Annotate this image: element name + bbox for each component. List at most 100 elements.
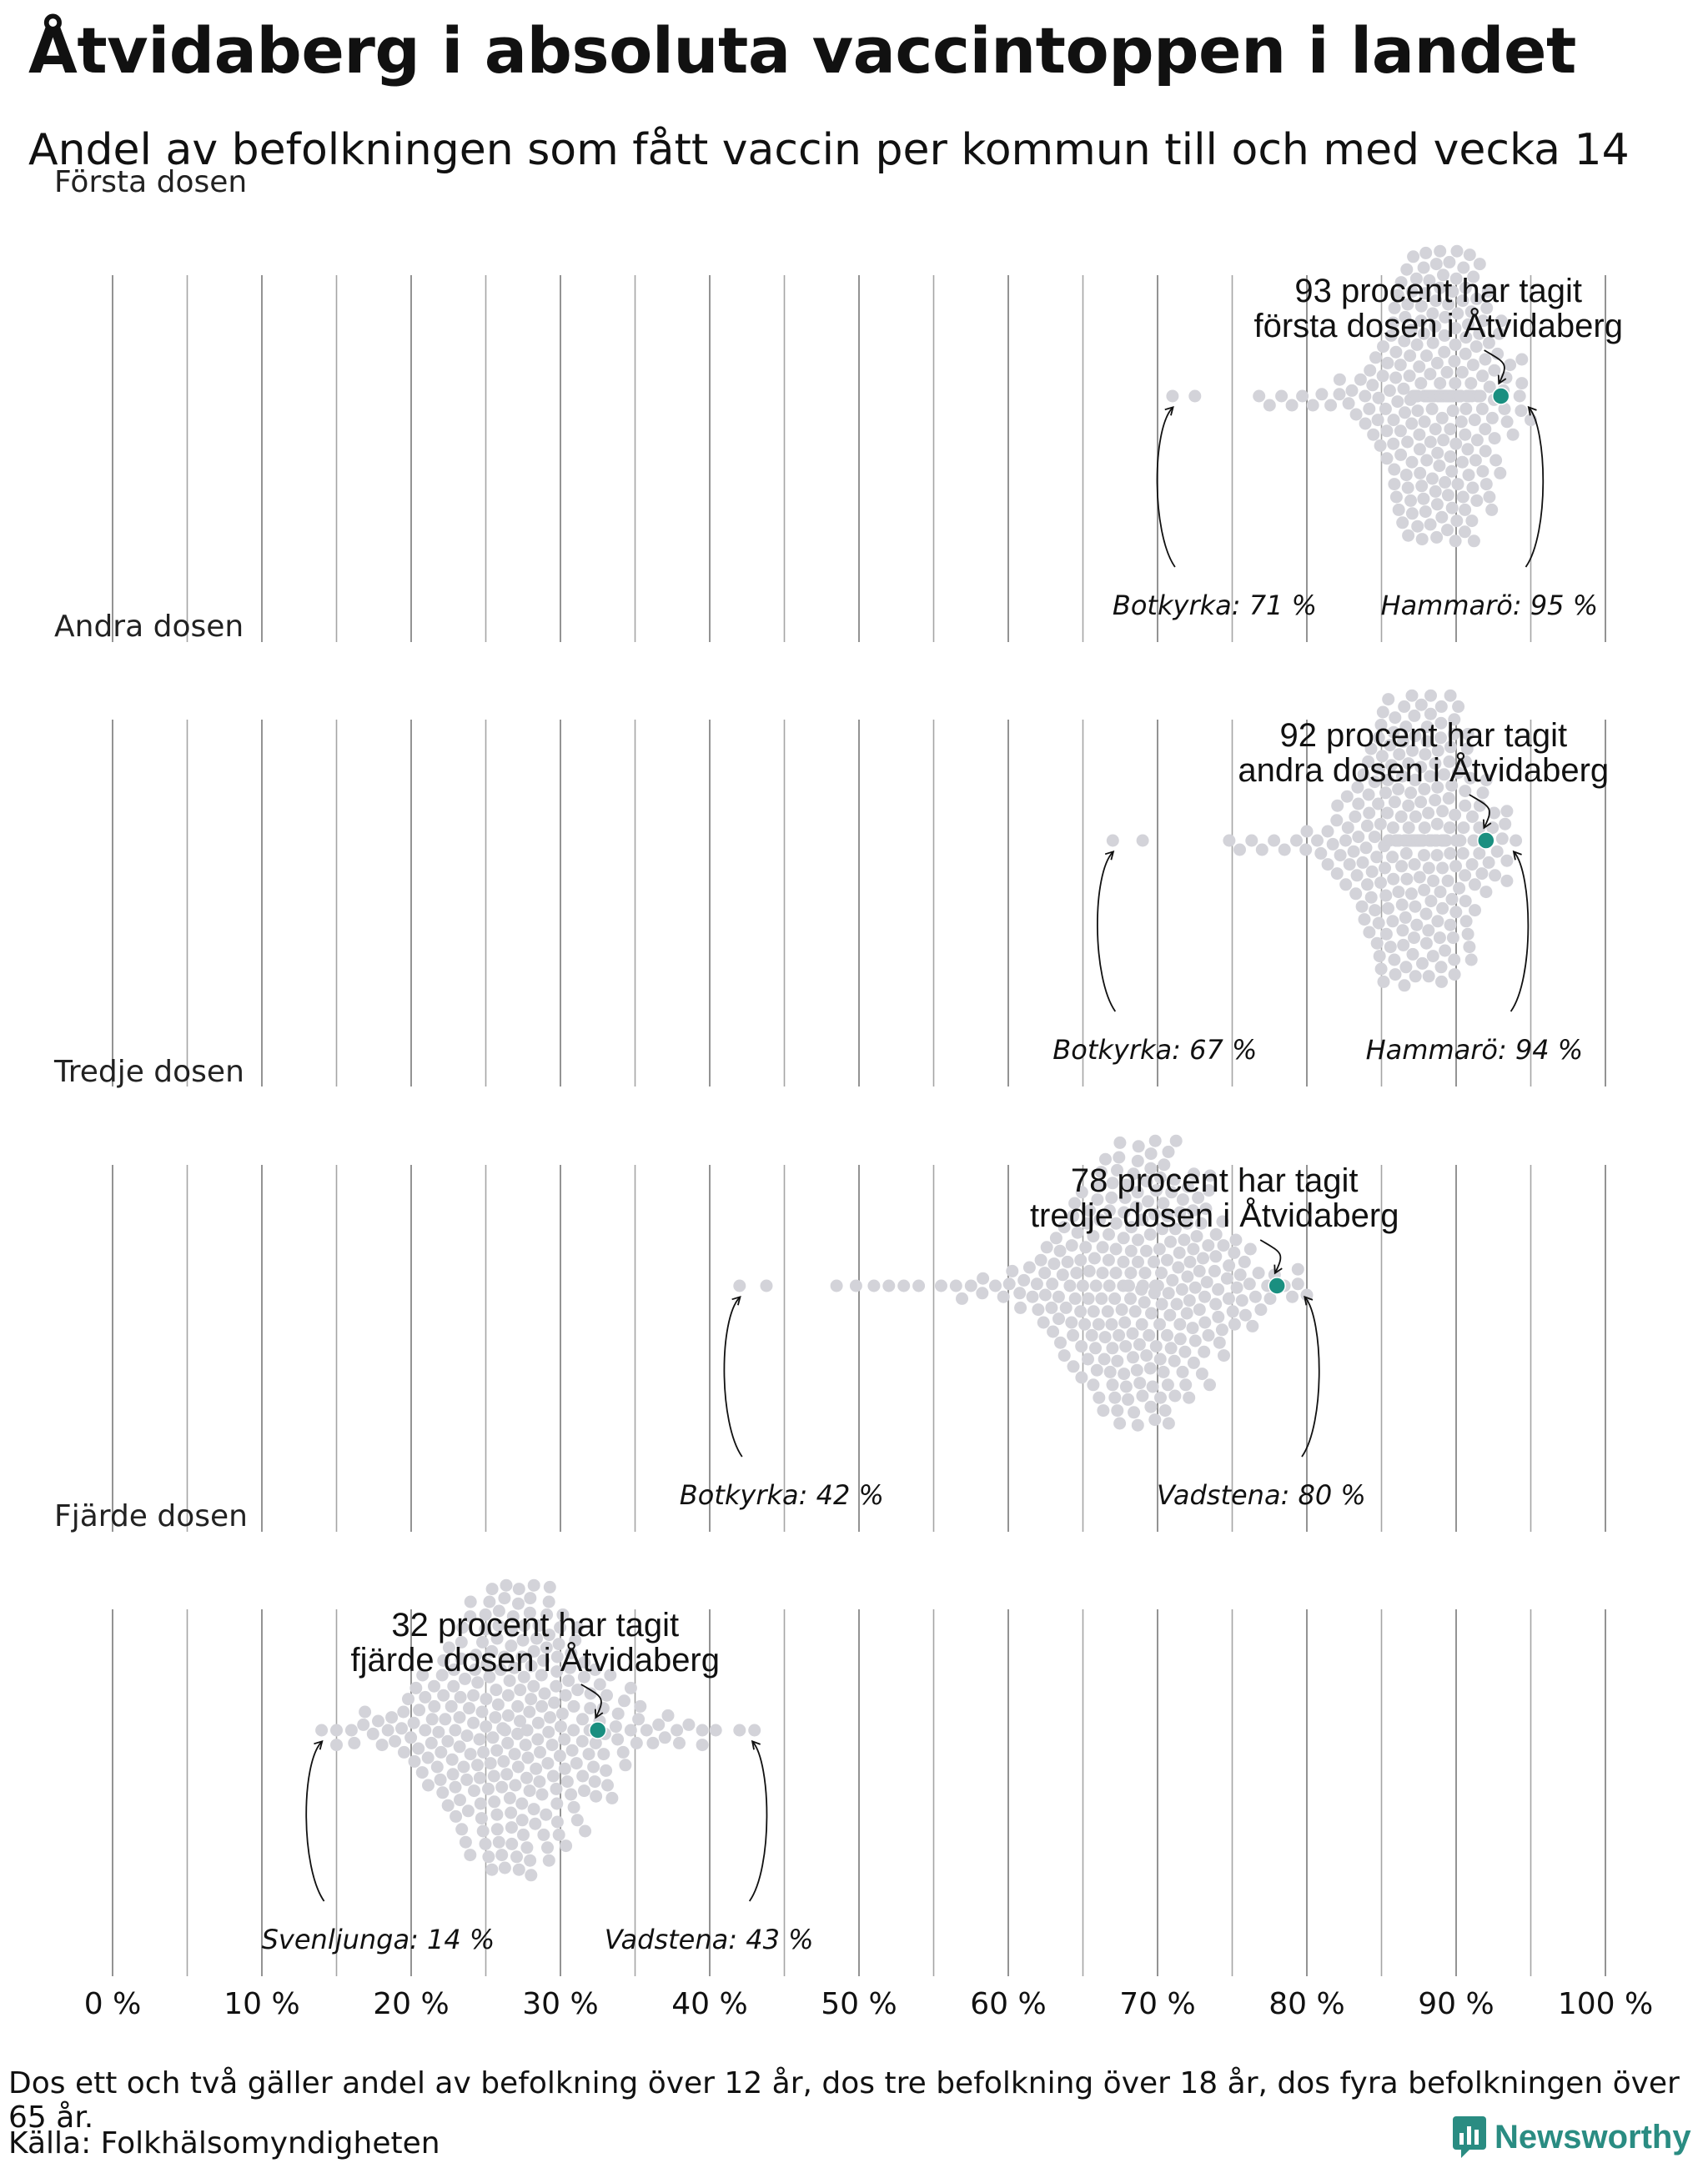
municipality-dot [1392,782,1405,795]
municipality-dot [554,1621,567,1634]
municipality-dot [1389,490,1403,504]
min-arrow [1156,405,1176,568]
municipality-dot [1155,1267,1168,1280]
municipality-dot [1415,479,1429,493]
municipality-dot [935,1279,947,1292]
municipality-dot [1136,1279,1149,1292]
municipality-dot [535,1669,548,1682]
municipality-dot [489,1711,502,1724]
municipality-dot [593,1678,606,1691]
municipality-dot [1419,287,1432,300]
municipality-dot [1396,924,1409,937]
municipality-dot [1386,821,1399,835]
municipality-dot [1361,878,1374,891]
municipality-dot [1097,1404,1110,1418]
municipality-dot [1140,1244,1153,1257]
municipality-dot [1131,1418,1144,1432]
municipality-dot [1203,1184,1215,1197]
municipality-dot [1434,244,1447,258]
municipality-dot [1331,799,1344,812]
min-arrow [1097,850,1117,1012]
municipality-dot [435,1745,448,1759]
municipality-dot [1384,759,1398,772]
municipality-dot [1387,437,1400,450]
municipality-dot [640,1724,653,1737]
municipality-dot [1510,834,1523,847]
municipality-dot [1466,481,1479,494]
municipality-dot [408,1754,421,1768]
municipality-dot [1286,1290,1299,1303]
municipality-dot [590,1789,603,1803]
municipality-dot [1324,399,1338,412]
municipality-dot [1370,851,1384,864]
municipality-dot [1397,938,1410,951]
municipality-dot [1463,941,1476,954]
municipality-dot [567,1800,580,1814]
municipality-dot [1321,858,1334,871]
municipality-dot [1306,399,1319,412]
municipality-dot [1456,490,1469,504]
municipality-dot [1430,356,1444,369]
municipality-dot [1103,1204,1116,1217]
municipality-dot [1429,423,1442,436]
municipality-dot [473,1733,486,1746]
municipality-dot [1459,503,1472,516]
municipality-dot [1188,1167,1200,1181]
municipality-dot [1209,1250,1223,1263]
municipality-dot [1099,1152,1112,1166]
municipality-dot [453,1740,466,1754]
municipality-dot [428,1679,440,1693]
municipality-dot [1382,693,1395,706]
municipality-dot [1285,399,1299,412]
municipality-dot [1470,494,1484,507]
municipality-dot [1352,797,1365,810]
min-label: Botkyrka: 71 % [1113,590,1317,621]
municipality-dot [1109,1267,1123,1280]
municipality-dot [977,1272,990,1285]
municipality-dot [1096,1241,1109,1254]
municipality-dot [1417,492,1430,505]
municipality-dot [577,1670,590,1684]
municipality-dot [1146,1380,1159,1393]
municipality-dot [1268,834,1281,847]
municipality-dot [550,1665,564,1679]
municipality-dot [1409,900,1422,913]
municipality-dot [565,1788,578,1801]
municipality-dot [535,1699,549,1713]
municipality-dot [1494,466,1507,479]
municipality-dot [454,1794,466,1807]
municipality-dot [673,1736,686,1749]
municipality-dot [1373,950,1386,963]
municipality-dot [1180,1307,1193,1320]
municipality-dot [479,1623,492,1636]
municipality-dot [1132,1140,1145,1153]
municipality-dot [1408,858,1421,871]
municipality-dot [1220,1272,1233,1285]
municipality-dot [1420,720,1434,734]
municipality-dot [476,1824,490,1838]
municipality-dot [1419,907,1433,921]
municipality-dot [1442,298,1455,311]
municipality-dot [1389,371,1403,384]
municipality-dot [1341,821,1354,835]
municipality-dot [1424,689,1437,702]
municipality-dot [1131,1186,1144,1199]
municipality-dot [1117,1255,1130,1268]
municipality-dot [1445,779,1459,792]
max-label: Hammarö: 95 % [1381,590,1599,621]
municipality-dot [1187,1242,1200,1256]
municipality-dot [525,1693,538,1706]
municipality-dot [1296,389,1309,403]
municipality-dot [520,1724,534,1737]
municipality-dot [1435,510,1449,524]
municipality-dot [531,1733,545,1746]
municipality-dot [1449,377,1462,390]
municipality-dot [1105,1191,1118,1204]
municipality-dot [1212,1310,1225,1323]
municipality-dot [1420,454,1434,467]
max-arrow [1525,405,1545,568]
municipality-dot [1461,727,1474,740]
municipality-dot [1433,459,1446,473]
municipality-dot [1515,353,1529,366]
municipality-dot [882,1279,896,1292]
